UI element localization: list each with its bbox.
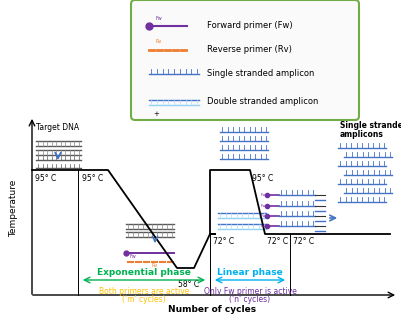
Text: +: + bbox=[153, 111, 159, 117]
Text: 72° C: 72° C bbox=[213, 237, 234, 246]
Text: Both primers are active: Both primers are active bbox=[99, 287, 189, 296]
Text: Number of cycles: Number of cycles bbox=[168, 305, 256, 314]
Text: 58° C: 58° C bbox=[178, 280, 199, 289]
Text: Rv: Rv bbox=[155, 39, 161, 44]
Text: ('m' cycles): ('m' cycles) bbox=[122, 295, 166, 304]
Text: Single stranded amplicon: Single stranded amplicon bbox=[207, 70, 314, 79]
Text: Single stranded: Single stranded bbox=[340, 121, 401, 130]
Text: amplicons: amplicons bbox=[340, 130, 384, 139]
Text: 72° C: 72° C bbox=[267, 237, 288, 246]
Text: Temperature: Temperature bbox=[10, 180, 18, 237]
Text: Fw: Fw bbox=[261, 204, 267, 208]
Text: Exponential phase: Exponential phase bbox=[97, 268, 191, 277]
Text: Forward primer (Fw): Forward primer (Fw) bbox=[207, 22, 293, 31]
Text: Fw: Fw bbox=[155, 16, 162, 21]
Text: 95° C: 95° C bbox=[35, 174, 56, 183]
Text: ('n' cycles): ('n' cycles) bbox=[229, 295, 271, 304]
Text: Only Fw primer is active: Only Fw primer is active bbox=[204, 287, 296, 296]
Text: Fw: Fw bbox=[261, 214, 267, 218]
Text: 95° C: 95° C bbox=[252, 174, 273, 183]
Text: Linear phase: Linear phase bbox=[217, 268, 283, 277]
Text: 95° C: 95° C bbox=[82, 174, 103, 183]
FancyBboxPatch shape bbox=[131, 0, 359, 120]
Text: Target DNA: Target DNA bbox=[36, 123, 79, 132]
Text: Double stranded amplicon: Double stranded amplicon bbox=[207, 98, 318, 107]
Text: Reverse primer (Rv): Reverse primer (Rv) bbox=[207, 45, 292, 54]
Text: Fw: Fw bbox=[261, 193, 267, 197]
Text: Fw: Fw bbox=[129, 254, 136, 259]
Text: Fw: Fw bbox=[261, 224, 267, 228]
Text: Rv: Rv bbox=[152, 263, 158, 268]
Text: 72° C: 72° C bbox=[293, 237, 314, 246]
